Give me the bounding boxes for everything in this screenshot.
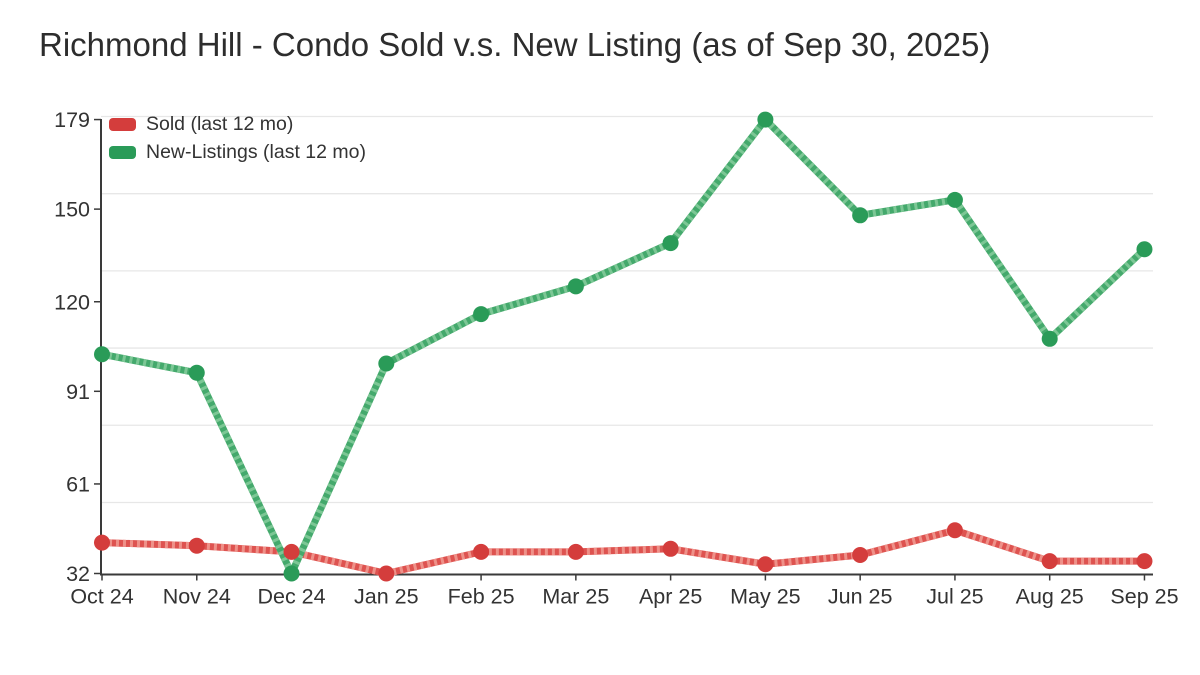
series-marker-1 [852, 207, 869, 224]
x-tick-label: Mar 25 [542, 585, 609, 609]
series-marker-1 [567, 278, 584, 295]
y-tick-label: 91 [66, 380, 90, 404]
y-tick-label: 179 [54, 108, 90, 132]
series-marker-1 [94, 346, 110, 363]
x-tick-label: Apr 25 [639, 585, 702, 609]
series-marker-1 [946, 191, 963, 208]
series-marker-1 [1041, 330, 1058, 347]
series-marker-1 [283, 565, 300, 582]
series-marker-1 [188, 364, 205, 381]
series-line-1 [98, 116, 1148, 577]
x-tick-label: Sep 25 [1110, 585, 1178, 609]
legend-item-sold[interactable]: Sold (last 12 mo) [109, 110, 366, 138]
series-marker-1 [378, 355, 395, 372]
legend-swatch-new-listings-icon [109, 145, 136, 159]
series-marker-0 [1041, 553, 1058, 570]
series-marker-0 [94, 534, 110, 551]
series-marker-1 [757, 111, 774, 128]
x-tick-label: May 25 [730, 585, 801, 609]
series-marker-0 [662, 540, 679, 557]
series-marker-0 [1136, 553, 1153, 570]
series-marker-0 [188, 537, 205, 554]
legend-item-new-listings[interactable]: New-Listings (last 12 mo) [109, 138, 366, 166]
x-tick-label: Feb 25 [448, 585, 515, 609]
x-tick-label: Dec 24 [257, 585, 325, 609]
legend-label-new-listings: New-Listings (last 12 mo) [146, 140, 366, 163]
chart-legend: Sold (last 12 mo) New-Listings (last 12 … [109, 110, 366, 166]
legend-label-sold: Sold (last 12 mo) [146, 112, 294, 135]
series-marker-0 [757, 556, 774, 573]
x-tick-label: Oct 24 [70, 585, 133, 609]
y-tick-label: 120 [54, 290, 90, 314]
series-marker-0 [567, 543, 584, 560]
x-tick-label: Aug 25 [1016, 585, 1084, 609]
legend-swatch-sold-icon [109, 117, 136, 131]
x-tick-label: Jan 25 [354, 585, 419, 609]
series-marker-0 [473, 543, 490, 560]
y-tick-label: 32 [66, 562, 90, 586]
x-tick-label: Jul 25 [926, 585, 983, 609]
series-marker-0 [946, 522, 963, 539]
series-marker-0 [852, 546, 869, 563]
series-marker-1 [662, 235, 679, 252]
series-line-stripes-0 [101, 526, 1145, 577]
y-tick-label: 61 [66, 472, 90, 496]
y-tick-label: 150 [54, 198, 90, 222]
series-marker-0 [283, 543, 300, 560]
series-marker-1 [1136, 241, 1153, 258]
x-tick-label: Nov 24 [163, 585, 231, 609]
series-line-stripes-1 [101, 116, 1147, 577]
axis-lines [100, 119, 1153, 576]
series-marker-1 [473, 306, 490, 323]
chart-title: Richmond Hill - Condo Sold v.s. New List… [39, 26, 991, 63]
x-tick-label: Jun 25 [828, 585, 893, 609]
series-marker-0 [378, 565, 395, 582]
